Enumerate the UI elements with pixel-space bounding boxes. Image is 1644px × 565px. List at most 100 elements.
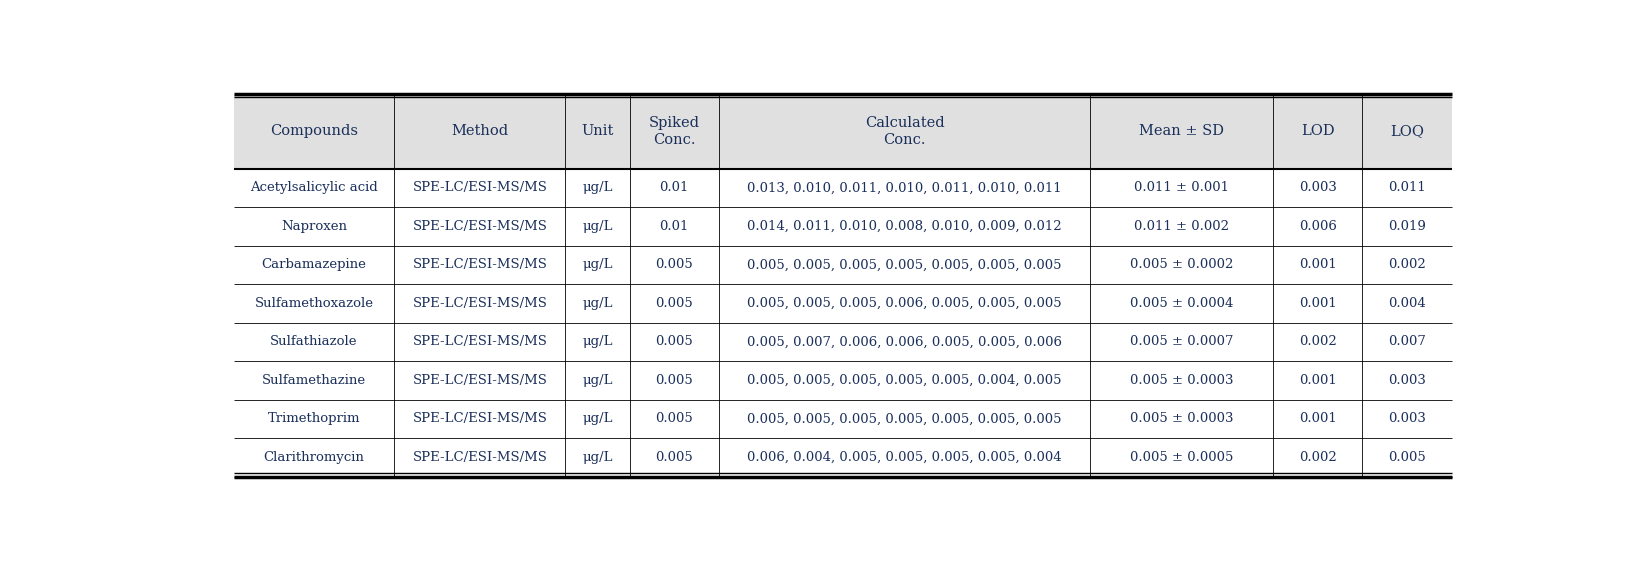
Bar [1090, 168, 1274, 207]
Text: SPE-LC/ESI-MS/MS: SPE-LC/ESI-MS/MS [413, 336, 547, 349]
Text: 0.002: 0.002 [1299, 336, 1337, 349]
Text: μg/L: μg/L [582, 451, 613, 464]
Text: 0.005, 0.005, 0.005, 0.005, 0.005, 0.005, 0.005: 0.005, 0.005, 0.005, 0.005, 0.005, 0.005… [746, 258, 1062, 271]
Text: 0.005: 0.005 [656, 412, 694, 425]
Text: μg/L: μg/L [582, 297, 613, 310]
Bar [630, 168, 718, 207]
Text: 0.001: 0.001 [1299, 297, 1337, 310]
Text: SPE-LC/ESI-MS/MS: SPE-LC/ESI-MS/MS [413, 297, 547, 310]
Bar [1363, 361, 1452, 399]
Bar [718, 246, 1090, 284]
Bar [233, 399, 395, 438]
Text: SPE-LC/ESI-MS/MS: SPE-LC/ESI-MS/MS [413, 451, 547, 464]
Text: SPE-LC/ESI-MS/MS: SPE-LC/ESI-MS/MS [413, 374, 547, 387]
Text: Acetylsalicylic acid: Acetylsalicylic acid [250, 181, 378, 194]
Bar [630, 361, 718, 399]
Text: 0.001: 0.001 [1299, 374, 1337, 387]
Text: Compounds: Compounds [270, 124, 358, 138]
Bar [1274, 94, 1363, 168]
Text: LOD: LOD [1300, 124, 1335, 138]
Bar [233, 284, 395, 323]
Text: μg/L: μg/L [582, 336, 613, 349]
Text: Unit: Unit [582, 124, 613, 138]
Bar [718, 207, 1090, 246]
Text: 0.005: 0.005 [656, 297, 694, 310]
Text: Trimethoprim: Trimethoprim [268, 412, 360, 425]
Bar [718, 361, 1090, 399]
Text: Sulfamethoxazole: Sulfamethoxazole [255, 297, 373, 310]
Text: 0.011 ± 0.002: 0.011 ± 0.002 [1134, 220, 1230, 233]
Bar [718, 323, 1090, 361]
Bar [1363, 207, 1452, 246]
Text: 0.005 ± 0.0005: 0.005 ± 0.0005 [1129, 451, 1233, 464]
Bar [233, 246, 395, 284]
Text: 0.003: 0.003 [1388, 374, 1425, 387]
Text: 0.005 ± 0.0002: 0.005 ± 0.0002 [1129, 258, 1233, 271]
Text: 0.003: 0.003 [1388, 412, 1425, 425]
Text: 0.007: 0.007 [1388, 336, 1425, 349]
Text: 0.006, 0.004, 0.005, 0.005, 0.005, 0.005, 0.004: 0.006, 0.004, 0.005, 0.005, 0.005, 0.005… [746, 451, 1062, 464]
Text: 0.011 ± 0.001: 0.011 ± 0.001 [1134, 181, 1230, 194]
Bar [233, 207, 395, 246]
Bar [1090, 399, 1274, 438]
Text: 0.005, 0.005, 0.005, 0.005, 0.005, 0.004, 0.005: 0.005, 0.005, 0.005, 0.005, 0.005, 0.004… [746, 374, 1062, 387]
Bar [630, 94, 718, 168]
Text: Naproxen: Naproxen [281, 220, 347, 233]
Text: 0.013, 0.010, 0.011, 0.010, 0.011, 0.010, 0.011: 0.013, 0.010, 0.011, 0.010, 0.011, 0.010… [746, 181, 1062, 194]
Text: 0.005, 0.005, 0.005, 0.005, 0.005, 0.005, 0.005: 0.005, 0.005, 0.005, 0.005, 0.005, 0.005… [746, 412, 1062, 425]
Bar [1363, 168, 1452, 207]
Bar [1274, 246, 1363, 284]
Bar [1274, 207, 1363, 246]
Bar [1274, 168, 1363, 207]
Bar [718, 94, 1090, 168]
Bar [1090, 207, 1274, 246]
Text: 0.005 ± 0.0003: 0.005 ± 0.0003 [1129, 412, 1233, 425]
Bar [1363, 284, 1452, 323]
Bar [1090, 361, 1274, 399]
Bar [1274, 361, 1363, 399]
Bar [566, 438, 630, 477]
Bar [718, 438, 1090, 477]
Text: Sulfathiazole: Sulfathiazole [270, 336, 358, 349]
Bar [566, 284, 630, 323]
Bar [566, 361, 630, 399]
Bar [1090, 246, 1274, 284]
Bar [1090, 94, 1274, 168]
Text: 0.01: 0.01 [659, 181, 689, 194]
Text: μg/L: μg/L [582, 220, 613, 233]
Bar [718, 284, 1090, 323]
Bar [1090, 323, 1274, 361]
Text: 0.014, 0.011, 0.010, 0.008, 0.010, 0.009, 0.012: 0.014, 0.011, 0.010, 0.008, 0.010, 0.009… [746, 220, 1062, 233]
Bar [566, 246, 630, 284]
Bar [395, 323, 566, 361]
Bar [566, 94, 630, 168]
Bar [395, 168, 566, 207]
Text: μg/L: μg/L [582, 181, 613, 194]
Text: Carbamazepine: Carbamazepine [261, 258, 367, 271]
Bar [233, 438, 395, 477]
Text: Calculated
Conc.: Calculated Conc. [865, 116, 944, 147]
Text: 0.002: 0.002 [1299, 451, 1337, 464]
Bar [718, 168, 1090, 207]
Bar [233, 323, 395, 361]
Bar [233, 168, 395, 207]
Text: 0.005: 0.005 [1388, 451, 1425, 464]
Text: 0.005 ± 0.0007: 0.005 ± 0.0007 [1129, 336, 1233, 349]
Text: SPE-LC/ESI-MS/MS: SPE-LC/ESI-MS/MS [413, 412, 547, 425]
Bar [1274, 323, 1363, 361]
Text: 0.005 ± 0.0003: 0.005 ± 0.0003 [1129, 374, 1233, 387]
Bar [566, 323, 630, 361]
Text: 0.002: 0.002 [1388, 258, 1425, 271]
Bar [1363, 94, 1452, 168]
Bar [630, 399, 718, 438]
Bar [1363, 438, 1452, 477]
Text: LOQ: LOQ [1391, 124, 1424, 138]
Bar [630, 246, 718, 284]
Text: Spiked
Conc.: Spiked Conc. [649, 116, 700, 147]
Bar [1274, 438, 1363, 477]
Text: 0.005, 0.005, 0.005, 0.006, 0.005, 0.005, 0.005: 0.005, 0.005, 0.005, 0.006, 0.005, 0.005… [746, 297, 1062, 310]
Text: 0.01: 0.01 [659, 220, 689, 233]
Bar [395, 284, 566, 323]
Bar [395, 94, 566, 168]
Text: Method: Method [452, 124, 508, 138]
